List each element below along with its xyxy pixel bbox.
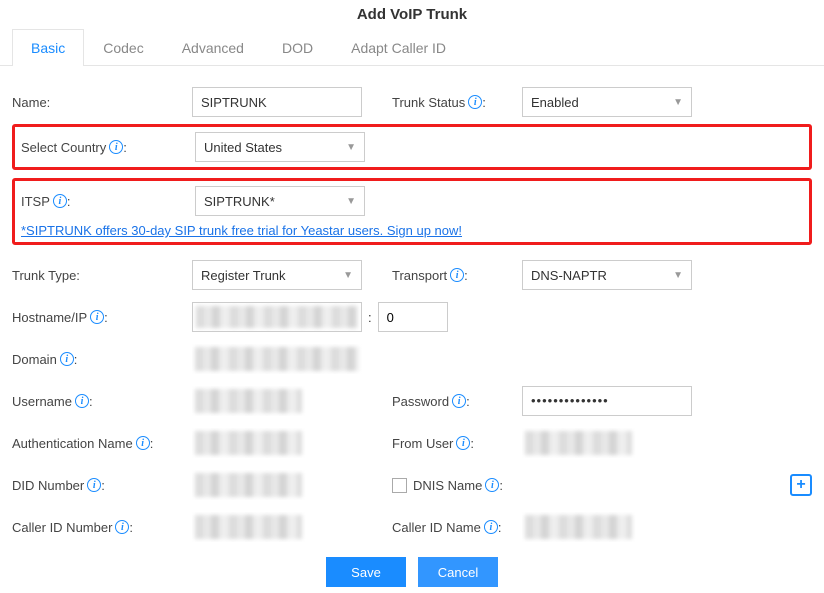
name-input[interactable] bbox=[192, 87, 362, 117]
label-transport: Transport i : bbox=[362, 268, 522, 283]
label-itsp: ITSP i : bbox=[21, 194, 195, 209]
password-input[interactable]: •••••••••••••• bbox=[522, 386, 692, 416]
tab-adapt-caller-id[interactable]: Adapt Caller ID bbox=[332, 29, 465, 66]
info-icon[interactable]: i bbox=[456, 436, 470, 450]
info-icon[interactable]: i bbox=[115, 520, 129, 534]
port-input[interactable] bbox=[378, 302, 448, 332]
label-dnis-name: DNIS Name i : bbox=[362, 478, 552, 493]
transport-select[interactable]: DNS-NAPTR ▼ bbox=[522, 260, 692, 290]
info-icon[interactable]: i bbox=[136, 436, 150, 450]
label-select-country: Select Country i : bbox=[21, 140, 195, 155]
info-icon[interactable]: i bbox=[90, 310, 104, 324]
chevron-down-icon: ▼ bbox=[346, 142, 356, 153]
cancel-button[interactable]: Cancel bbox=[418, 557, 498, 587]
label-hostname: Hostname/IP i : bbox=[12, 310, 192, 325]
label-username: Username i : bbox=[12, 394, 192, 409]
info-icon[interactable]: i bbox=[109, 140, 123, 154]
info-icon[interactable]: i bbox=[450, 268, 464, 282]
info-icon[interactable]: i bbox=[75, 394, 89, 408]
hostname-input[interactable] bbox=[192, 302, 362, 332]
chevron-down-icon: ▼ bbox=[343, 270, 353, 281]
info-icon[interactable]: i bbox=[53, 194, 67, 208]
tab-codec[interactable]: Codec bbox=[84, 29, 162, 66]
label-password: Password i : bbox=[362, 394, 522, 409]
dnis-name-checkbox[interactable] bbox=[392, 478, 407, 493]
tab-dod[interactable]: DOD bbox=[263, 29, 332, 66]
info-icon[interactable]: i bbox=[60, 352, 74, 366]
label-caller-id-number: Caller ID Number i : bbox=[12, 520, 192, 535]
chevron-down-icon: ▼ bbox=[673, 270, 683, 281]
auth-name-input[interactable] bbox=[192, 428, 362, 458]
add-voip-trunk-dialog: Add VoIP Trunk Basic Codec Advanced DOD … bbox=[0, 0, 824, 593]
info-icon[interactable]: i bbox=[87, 478, 101, 492]
label-trunk-type: Trunk Type: bbox=[12, 268, 192, 283]
highlight-itsp: ITSP i : SIPTRUNK* ▼ *SIPTRUNK offers 30… bbox=[12, 178, 812, 245]
info-icon[interactable]: i bbox=[468, 95, 482, 109]
select-country-select[interactable]: United States ▼ bbox=[195, 132, 365, 162]
save-button[interactable]: Save bbox=[326, 557, 406, 587]
dialog-footer: Save Cancel bbox=[0, 549, 824, 593]
trunk-status-select[interactable]: Enabled ▼ bbox=[522, 87, 692, 117]
tab-advanced[interactable]: Advanced bbox=[163, 29, 263, 66]
chevron-down-icon: ▼ bbox=[346, 196, 356, 207]
dialog-title: Add VoIP Trunk bbox=[0, 0, 824, 29]
port-separator: : bbox=[362, 310, 378, 325]
did-number-input[interactable] bbox=[192, 470, 362, 500]
highlight-select-country: Select Country i : United States ▼ bbox=[12, 124, 812, 170]
label-caller-id-name: Caller ID Name i : bbox=[362, 520, 522, 535]
username-input[interactable] bbox=[192, 386, 362, 416]
label-from-user: From User i : bbox=[362, 436, 522, 451]
label-did-number: DID Number i : bbox=[12, 478, 192, 493]
tab-bar: Basic Codec Advanced DOD Adapt Caller ID bbox=[0, 29, 824, 66]
add-did-button[interactable]: + bbox=[790, 474, 812, 496]
promo-link[interactable]: *SIPTRUNK offers 30-day SIP trunk free t… bbox=[21, 223, 462, 238]
domain-input[interactable] bbox=[192, 344, 362, 374]
info-icon[interactable]: i bbox=[485, 478, 499, 492]
caller-id-number-input[interactable] bbox=[192, 512, 362, 542]
label-domain: Domain i : bbox=[12, 352, 192, 367]
info-icon[interactable]: i bbox=[484, 520, 498, 534]
chevron-down-icon: ▼ bbox=[673, 97, 683, 108]
label-name: Name: bbox=[12, 95, 192, 110]
tab-basic[interactable]: Basic bbox=[12, 29, 84, 66]
itsp-select[interactable]: SIPTRUNK* ▼ bbox=[195, 186, 365, 216]
trunk-type-select[interactable]: Register Trunk ▼ bbox=[192, 260, 362, 290]
from-user-input[interactable] bbox=[522, 428, 692, 458]
form-area: Name: Trunk Status i : Enabled ▼ Select … bbox=[0, 66, 824, 547]
label-auth-name: Authentication Name i : bbox=[12, 436, 192, 451]
caller-id-name-input[interactable] bbox=[522, 512, 692, 542]
label-trunk-status: Trunk Status i : bbox=[362, 95, 522, 110]
info-icon[interactable]: i bbox=[452, 394, 466, 408]
